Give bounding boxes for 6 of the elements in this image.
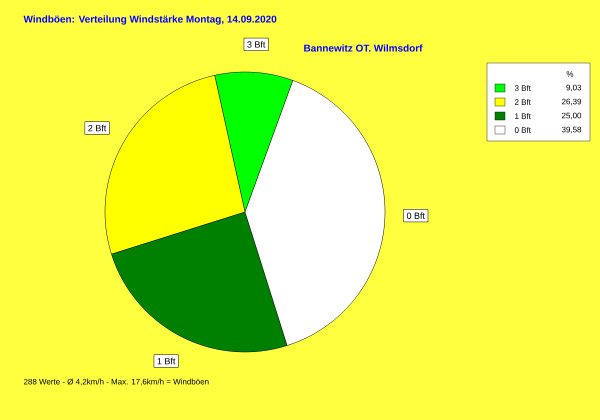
chart-title: Windböen: Verteilung Windstärke Montag, 14.09.2020: [24, 15, 276, 25]
slice-label: 0 Bft: [406, 212, 425, 219]
slice-label: 2 Bft: [88, 124, 106, 132]
slice-label: 1 Bft: [158, 358, 176, 364]
chart-subtitle: Bannewitz OT. Wilmsdorf: [304, 44, 422, 52]
slice-label: 3 Bft: [247, 41, 266, 48]
